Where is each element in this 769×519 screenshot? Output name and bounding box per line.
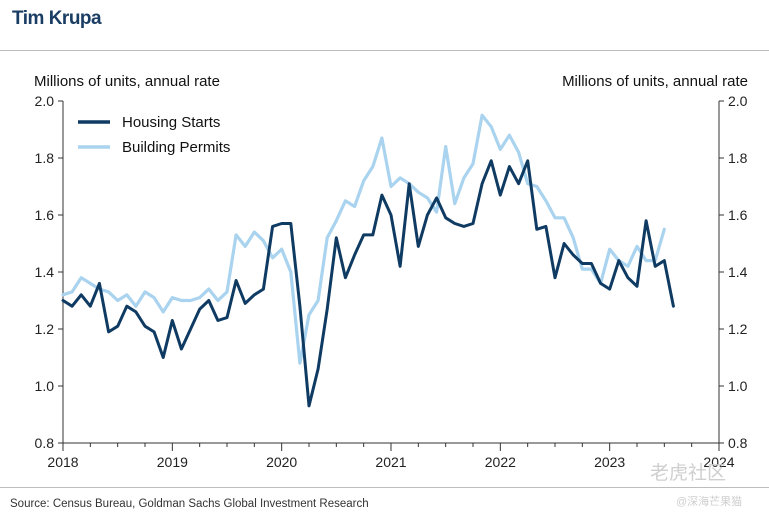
chart-axes: 0.8 0.8 1.0 1.0 1.2 1.2 1.4 1.4 1.6 1.6 1.8 1.8 2.0 2… bbox=[34, 73, 748, 470]
y-tick-label-left: 1.0 bbox=[35, 378, 55, 394]
y-axis-title-left: Millions of units, annual rate bbox=[34, 73, 220, 90]
y-tick-label-right: 0.8 bbox=[728, 435, 748, 451]
x-tick-label: 2018 bbox=[47, 454, 78, 470]
y-tick-label-right: 2.0 bbox=[728, 93, 748, 109]
y-tick-label-right: 1.2 bbox=[728, 321, 748, 337]
chart-series bbox=[61, 113, 675, 408]
x-tick-label: 2019 bbox=[157, 454, 188, 470]
watermark-logo-text: 老虎社区 bbox=[650, 463, 727, 484]
x-tick-label: 2021 bbox=[375, 454, 406, 470]
y-tick-label-left: 1.6 bbox=[35, 207, 55, 223]
y-tick-label-left: 1.8 bbox=[35, 150, 55, 166]
y-tick-label-left: 1.2 bbox=[35, 321, 55, 337]
y-tick-label-right: 1.0 bbox=[728, 378, 748, 394]
watermark-handle: @深海芒果猫 bbox=[676, 496, 743, 508]
author-title: Tim Krupa bbox=[12, 8, 102, 29]
y-tick-label-left: 0.8 bbox=[35, 435, 55, 451]
y-tick-label-right: 1.4 bbox=[728, 264, 748, 280]
chart-legend: Housing Starts Building Permits bbox=[78, 114, 230, 156]
top-divider bbox=[0, 50, 769, 51]
y-tick-label-left: 1.4 bbox=[35, 264, 55, 280]
y-tick-label-left: 2.0 bbox=[35, 93, 55, 109]
legend-label: Building Permits bbox=[122, 139, 230, 156]
series-line-building-permits bbox=[61, 113, 666, 365]
x-tick-label: 2024 bbox=[703, 454, 734, 470]
y-tick-label-right: 1.6 bbox=[728, 207, 748, 223]
source-note: Source: Census Bureau, Goldman Sachs Glo… bbox=[10, 498, 369, 510]
x-tick-label: 2023 bbox=[594, 454, 625, 470]
bottom-divider bbox=[0, 487, 769, 488]
y-tick-label-right: 1.8 bbox=[728, 150, 748, 166]
y-axis-title-right: Millions of units, annual rate bbox=[562, 73, 748, 90]
x-tick-label: 2022 bbox=[485, 454, 516, 470]
x-tick-label: 2020 bbox=[266, 454, 297, 470]
series-line-housing-starts bbox=[61, 159, 675, 408]
legend-label: Housing Starts bbox=[122, 114, 220, 131]
